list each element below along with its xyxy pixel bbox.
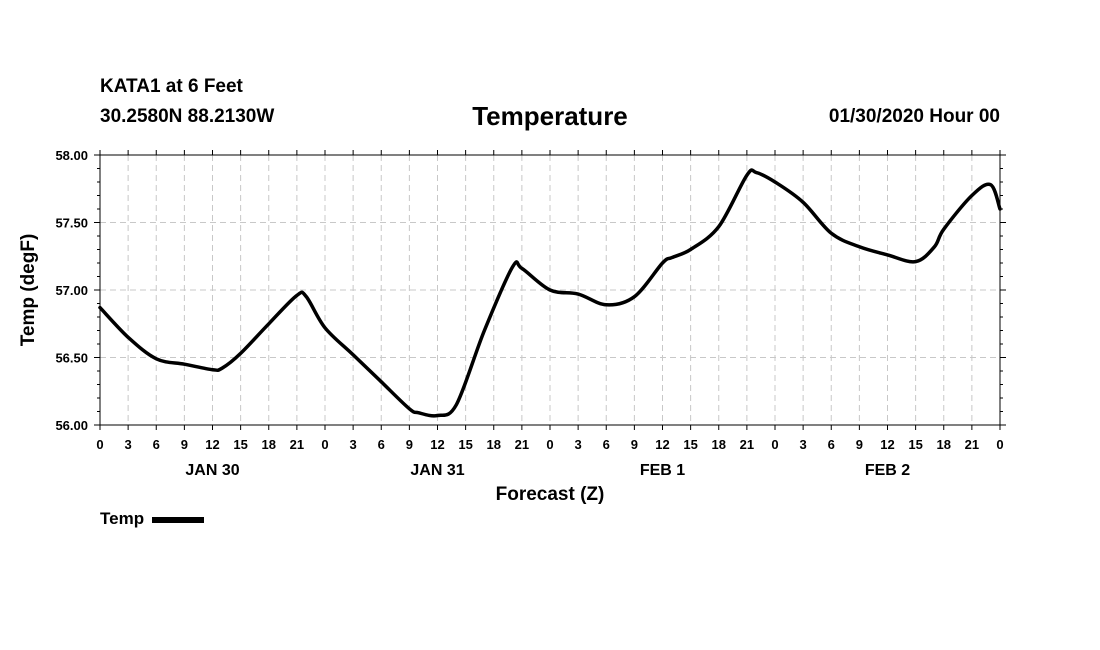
- x-tick-label: 15: [683, 437, 697, 452]
- x-tick-label: 6: [153, 437, 160, 452]
- x-tick-label: 6: [378, 437, 385, 452]
- x-tick-label: 3: [350, 437, 357, 452]
- x-tick-label: 3: [800, 437, 807, 452]
- x-axis-day-labels: JAN 30 JAN 31 FEB 1 FEB 2: [185, 462, 910, 479]
- y-tick-label: 58.00: [55, 148, 88, 163]
- x-tick-label: 6: [603, 437, 610, 452]
- x-tick-label: 3: [125, 437, 132, 452]
- x-tick-label: 0: [546, 437, 553, 452]
- day-label: FEB 1: [640, 462, 685, 479]
- y-axis-label: Temp (degF): [18, 234, 39, 347]
- y-tick-label: 56.00: [55, 418, 88, 433]
- series-line-temp: [98, 168, 1002, 418]
- x-tick-label: 15: [908, 437, 922, 452]
- x-tick-label: 21: [965, 437, 979, 452]
- x-tick-label: 6: [828, 437, 835, 452]
- x-tick-label: 15: [233, 437, 247, 452]
- y-axis-tick-labels: 56.00 56.50 57.00 57.50 58.00: [55, 148, 88, 433]
- chart-title: Temperature: [472, 101, 628, 131]
- grid-lines: [100, 155, 1000, 425]
- axis-ticks: [94, 150, 1006, 430]
- x-tick-label: 12: [430, 437, 444, 452]
- x-tick-label: 18: [712, 437, 726, 452]
- x-tick-label: 0: [771, 437, 778, 452]
- x-axis-label: Forecast (Z): [496, 484, 605, 505]
- x-tick-label: 0: [321, 437, 328, 452]
- day-label: FEB 2: [865, 462, 910, 479]
- x-tick-label: 21: [290, 437, 304, 452]
- x-axis-tick-labels: 0 3 6 9 12 15 18 21 0 3 6 9 12 15 18 21 0 3 6 9 12 15 18 21 0 3 6 9…: [96, 437, 1003, 452]
- station-label: KATA1 at 6 Feet: [100, 76, 243, 97]
- station-coordinates: 30.2580N 88.2130W: [100, 106, 275, 127]
- y-tick-label: 56.50: [55, 351, 88, 366]
- forecast-issued-time: 01/30/2020 Hour 00: [828, 106, 1000, 127]
- x-tick-label: 3: [575, 437, 582, 452]
- x-tick-label: 9: [631, 437, 638, 452]
- y-tick-label: 57.50: [55, 216, 88, 231]
- legend-label-temp: Temp: [100, 509, 145, 528]
- x-tick-label: 18: [937, 437, 951, 452]
- legend-swatch-temp: [152, 516, 205, 523]
- x-tick-label: 12: [205, 437, 219, 452]
- legend: Temp: [100, 509, 205, 529]
- x-tick-label: 12: [880, 437, 894, 452]
- x-tick-label: 0: [96, 437, 103, 452]
- x-tick-label: 9: [856, 437, 863, 452]
- x-tick-label: 21: [515, 437, 529, 452]
- x-tick-label: 15: [458, 437, 472, 452]
- x-tick-label: 12: [655, 437, 669, 452]
- y-tick-label: 57.00: [55, 283, 88, 298]
- day-label: JAN 30: [185, 462, 239, 479]
- x-tick-label: 18: [262, 437, 276, 452]
- x-tick-label: 0: [996, 437, 1003, 452]
- x-tick-label: 9: [181, 437, 188, 452]
- x-tick-label: 9: [406, 437, 413, 452]
- x-tick-label: 21: [740, 437, 754, 452]
- day-label: JAN 31: [410, 462, 464, 479]
- x-tick-label: 18: [487, 437, 501, 452]
